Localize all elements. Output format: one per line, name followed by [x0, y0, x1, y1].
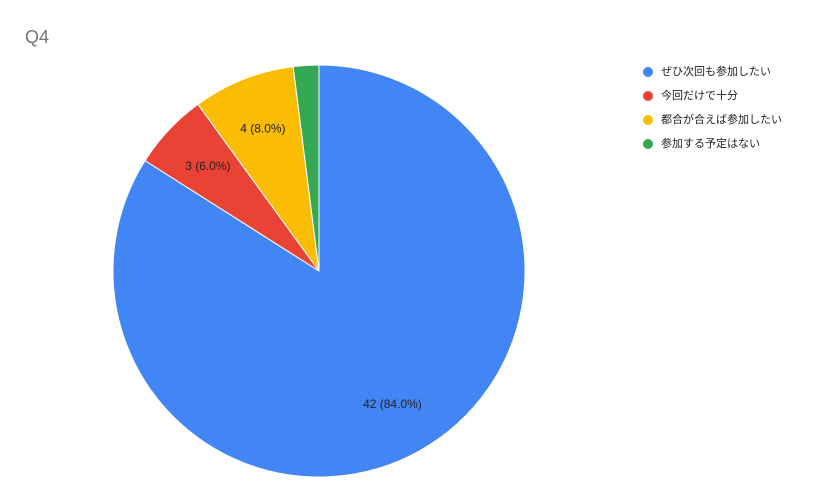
data-label: 42 (84.0%)	[363, 397, 422, 411]
pie-slice	[197, 66, 320, 272]
legend-marker	[643, 115, 653, 125]
pie-slice	[292, 64, 320, 272]
legend-label: 今回だけで十分	[661, 88, 738, 102]
legend-marker	[643, 91, 653, 101]
legend-marker	[643, 139, 653, 149]
legend-label: 参加する予定はない	[661, 136, 760, 150]
legend-label: ぜひ次回も参加したい	[661, 64, 771, 78]
chart-title: Q4	[25, 27, 49, 47]
data-label: 3 (6.0%)	[185, 159, 230, 173]
data-label: 4 (8.0%)	[240, 121, 285, 135]
legend-label: 都合が合えば参加したい	[661, 112, 782, 126]
legend-marker	[643, 67, 653, 77]
